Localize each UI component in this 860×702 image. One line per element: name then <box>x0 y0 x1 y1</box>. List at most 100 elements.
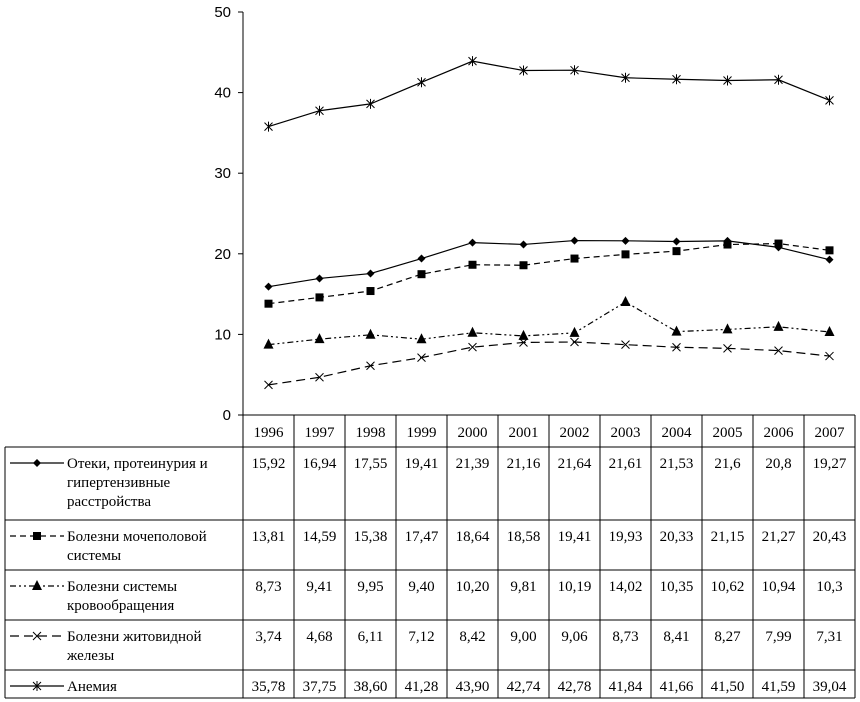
series-name-label: Отеки, протеинурия и <box>67 456 208 472</box>
data-point-marker <box>263 338 274 349</box>
x-tick-label: 2006 <box>764 425 795 441</box>
data-value-label: 19,27 <box>813 456 847 472</box>
data-point-marker <box>315 274 324 283</box>
data-value-label: 6,11 <box>358 629 384 645</box>
legend-key-marker <box>32 681 42 691</box>
data-value-label: 8,41 <box>663 629 689 645</box>
data-point-marker <box>672 342 681 352</box>
data-point-marker <box>620 295 631 306</box>
data-point-marker <box>467 326 478 337</box>
legend-key-marker <box>33 459 41 467</box>
x-tick-label: 2001 <box>509 425 539 441</box>
series-line <box>268 242 830 305</box>
series-line <box>268 341 830 386</box>
y-tick-label: 20 <box>214 246 231 263</box>
x-tick-label: 2005 <box>713 425 743 441</box>
data-point-marker <box>570 337 579 347</box>
data-point-marker <box>468 56 477 67</box>
x-tick-label: 1998 <box>356 425 386 441</box>
data-point-marker <box>417 270 426 279</box>
data-point-marker <box>366 361 375 371</box>
data-value-label: 17,47 <box>405 529 439 545</box>
data-point-marker <box>825 246 834 255</box>
data-value-label: 37,75 <box>303 679 337 695</box>
y-tick-label: 50 <box>214 4 231 21</box>
data-point-marker <box>314 333 325 344</box>
data-value-label: 7,31 <box>816 629 842 645</box>
x-tick-label: 2000 <box>458 425 488 441</box>
data-value-label: 39,04 <box>813 679 847 695</box>
data-point-marker <box>672 74 681 85</box>
data-point-marker <box>570 254 579 263</box>
data-point-marker <box>825 255 834 264</box>
y-tick-label: 30 <box>214 165 231 182</box>
y-tick-label: 0 <box>223 407 231 424</box>
data-point-marker <box>774 239 783 248</box>
series-name-label: гипертензивные <box>67 475 171 491</box>
data-point-marker <box>723 240 732 249</box>
data-point-marker <box>417 254 426 263</box>
data-point-marker <box>824 325 835 336</box>
legend-key-marker <box>32 580 42 590</box>
data-value-label: 41,50 <box>711 679 745 695</box>
data-value-label: 14,02 <box>609 579 643 595</box>
data-point-marker <box>774 346 783 355</box>
data-value-label: 9,00 <box>510 629 536 645</box>
data-value-label: 21,16 <box>507 456 541 472</box>
data-point-marker <box>417 77 426 88</box>
data-point-marker <box>671 325 682 336</box>
x-tick-label: 1997 <box>305 425 336 441</box>
data-point-marker <box>366 269 375 278</box>
data-point-marker <box>825 95 834 106</box>
data-point-marker <box>774 74 783 85</box>
data-value-label: 20,8 <box>765 456 791 472</box>
data-point-marker <box>416 333 427 344</box>
data-value-label: 9,40 <box>408 579 434 595</box>
data-value-label: 10,62 <box>711 579 745 595</box>
data-point-marker <box>672 237 681 246</box>
data-value-label: 9,41 <box>306 579 332 595</box>
data-value-label: 38,60 <box>354 679 388 695</box>
data-value-label: 21,39 <box>456 456 490 472</box>
y-tick-label: 40 <box>214 85 231 102</box>
legend-key-marker <box>33 532 41 540</box>
data-value-label: 19,41 <box>558 529 592 545</box>
series-name-label: Болезни системы <box>67 579 177 595</box>
data-value-label: 10,94 <box>762 579 796 595</box>
data-point-marker <box>417 353 426 362</box>
series-name-label: Болезни житовидной <box>67 629 202 645</box>
data-point-marker <box>264 282 273 291</box>
data-value-label: 4,68 <box>306 629 332 645</box>
data-value-label: 7,99 <box>765 629 791 645</box>
data-value-label: 42,78 <box>558 679 592 695</box>
data-value-label: 18,64 <box>456 529 490 545</box>
x-tick-label: 2004 <box>662 425 693 441</box>
data-point-marker <box>315 105 324 116</box>
data-value-label: 9,06 <box>561 629 588 645</box>
data-value-label: 8,27 <box>714 629 741 645</box>
data-value-label: 8,42 <box>459 629 485 645</box>
y-tick-label: 10 <box>214 326 231 343</box>
data-value-label: 10,19 <box>558 579 592 595</box>
data-point-marker <box>264 380 273 390</box>
series-name-label: железы <box>66 648 114 664</box>
data-value-label: 21,53 <box>660 456 694 472</box>
data-value-label: 14,59 <box>303 529 337 545</box>
data-value-label: 41,59 <box>762 679 796 695</box>
data-value-label: 19,93 <box>609 529 643 545</box>
data-point-marker <box>672 247 681 256</box>
data-value-label: 10,3 <box>816 579 842 595</box>
data-point-marker <box>621 72 630 83</box>
data-point-marker <box>315 372 324 382</box>
data-value-label: 9,95 <box>357 579 383 595</box>
data-point-marker <box>468 342 477 352</box>
x-tick-label: 2007 <box>815 425 846 441</box>
data-value-label: 16,94 <box>303 456 337 472</box>
data-point-marker <box>365 328 376 339</box>
x-tick-label: 1996 <box>254 425 285 441</box>
data-point-marker <box>723 75 732 86</box>
data-value-label: 15,38 <box>354 529 388 545</box>
series-name-label: Болезни мочеполовой <box>67 529 207 545</box>
data-value-label: 10,35 <box>660 579 694 595</box>
